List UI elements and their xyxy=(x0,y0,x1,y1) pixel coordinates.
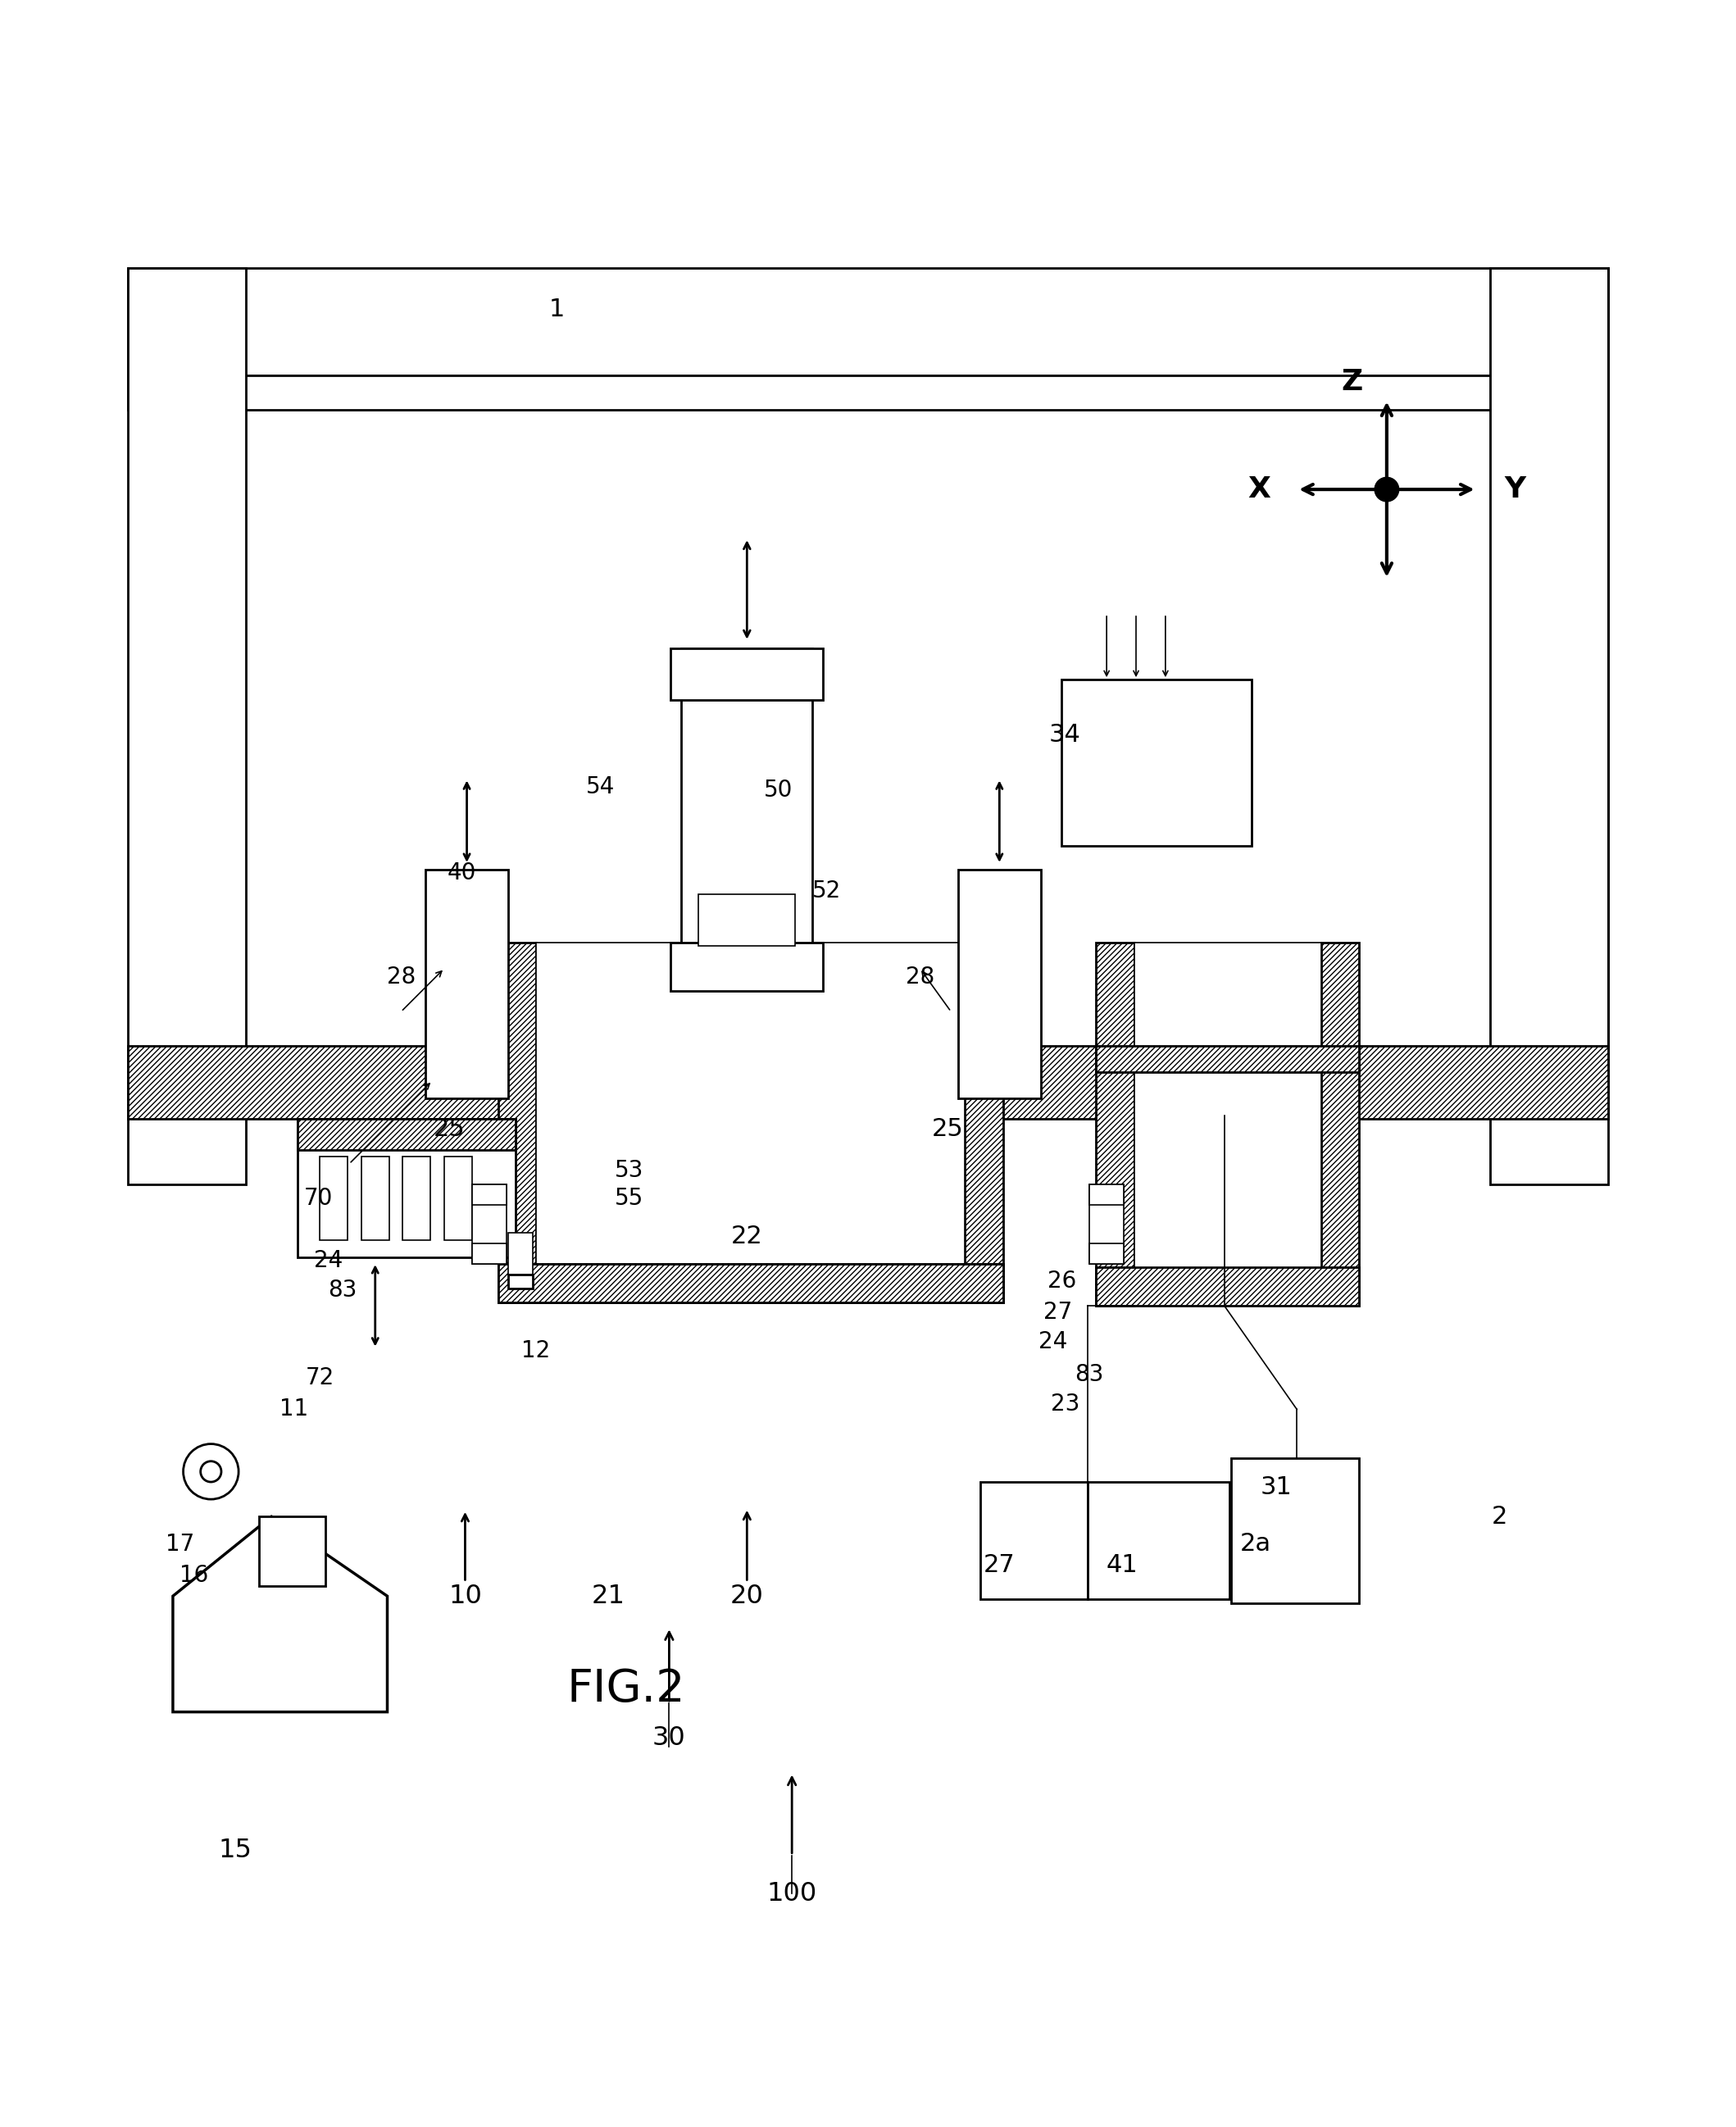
Text: 11: 11 xyxy=(279,1397,309,1421)
Bar xyxy=(498,942,536,1302)
Text: 16: 16 xyxy=(179,1563,208,1587)
Text: 50: 50 xyxy=(764,778,793,802)
Text: 1: 1 xyxy=(549,298,564,321)
Bar xyxy=(1062,681,1252,847)
Bar xyxy=(498,1263,1003,1302)
Text: 34: 34 xyxy=(1049,723,1082,747)
Text: 17: 17 xyxy=(165,1534,194,1555)
Bar xyxy=(128,268,1608,374)
Text: 12: 12 xyxy=(521,1340,550,1361)
Bar xyxy=(472,1244,507,1263)
Bar xyxy=(361,1157,389,1240)
Circle shape xyxy=(201,1461,220,1483)
Bar xyxy=(509,1274,533,1289)
Text: 83: 83 xyxy=(328,1278,358,1302)
Bar xyxy=(1088,1185,1123,1206)
Text: Z: Z xyxy=(1342,368,1363,396)
Text: 24: 24 xyxy=(314,1249,344,1272)
Bar xyxy=(958,870,1042,1098)
Bar xyxy=(259,1517,325,1587)
Text: 52: 52 xyxy=(812,878,840,902)
Text: 24: 24 xyxy=(1038,1329,1068,1353)
Text: 2: 2 xyxy=(1491,1504,1507,1529)
Text: 54: 54 xyxy=(585,776,615,798)
Bar xyxy=(681,649,812,981)
Circle shape xyxy=(184,1444,238,1500)
Bar xyxy=(1088,1244,1123,1263)
Bar xyxy=(670,649,823,700)
Text: 2a: 2a xyxy=(1240,1531,1271,1557)
Text: 27: 27 xyxy=(1043,1302,1073,1323)
Circle shape xyxy=(1375,476,1399,502)
Bar xyxy=(698,893,795,947)
Bar xyxy=(1088,1483,1229,1600)
Text: 41: 41 xyxy=(1106,1553,1139,1576)
Bar xyxy=(297,1119,516,1257)
Bar xyxy=(1231,1457,1359,1604)
Bar xyxy=(403,1157,431,1240)
Bar xyxy=(128,1046,1608,1119)
Text: 20: 20 xyxy=(731,1582,764,1608)
Bar xyxy=(425,870,509,1098)
Text: 26: 26 xyxy=(1047,1270,1076,1293)
Bar xyxy=(472,1185,507,1263)
Text: 25: 25 xyxy=(932,1117,963,1140)
Bar xyxy=(1095,1268,1359,1306)
Text: 28: 28 xyxy=(387,966,415,989)
Text: Y: Y xyxy=(1505,476,1526,504)
Bar xyxy=(297,1119,516,1151)
Bar xyxy=(965,942,1003,1302)
Text: 23: 23 xyxy=(1050,1393,1080,1417)
Text: 40: 40 xyxy=(448,861,476,885)
Text: 83: 83 xyxy=(1075,1363,1104,1387)
Text: X: X xyxy=(1248,476,1271,504)
Bar xyxy=(1095,1046,1359,1072)
Text: 27: 27 xyxy=(984,1553,1016,1576)
Text: 100: 100 xyxy=(767,1880,818,1906)
Text: 10: 10 xyxy=(448,1582,483,1608)
Text: 55: 55 xyxy=(615,1187,644,1210)
Text: 72: 72 xyxy=(306,1368,335,1389)
Text: 15: 15 xyxy=(219,1838,252,1863)
Text: 31: 31 xyxy=(1260,1476,1292,1500)
Bar xyxy=(1088,1185,1123,1263)
Text: 70: 70 xyxy=(304,1187,333,1210)
Bar xyxy=(1095,942,1134,1306)
Bar xyxy=(498,1263,1003,1302)
Text: 30: 30 xyxy=(653,1725,686,1751)
Text: 53: 53 xyxy=(615,1159,644,1183)
Bar xyxy=(1491,268,1608,1185)
Bar xyxy=(981,1483,1088,1600)
Bar xyxy=(536,942,965,1263)
Bar xyxy=(509,1234,533,1274)
Text: 25: 25 xyxy=(434,1117,465,1140)
Bar xyxy=(1321,942,1359,1306)
Bar xyxy=(444,1157,472,1240)
Polygon shape xyxy=(174,1517,387,1712)
Bar xyxy=(670,942,823,991)
Bar xyxy=(128,374,1608,411)
Text: 21: 21 xyxy=(592,1582,625,1608)
Bar xyxy=(1134,942,1321,1268)
Text: FIG.2: FIG.2 xyxy=(566,1668,686,1712)
Bar xyxy=(472,1185,507,1206)
Text: 22: 22 xyxy=(731,1225,762,1249)
Bar xyxy=(128,268,245,1185)
Text: 28: 28 xyxy=(906,966,934,989)
Bar xyxy=(319,1157,347,1240)
